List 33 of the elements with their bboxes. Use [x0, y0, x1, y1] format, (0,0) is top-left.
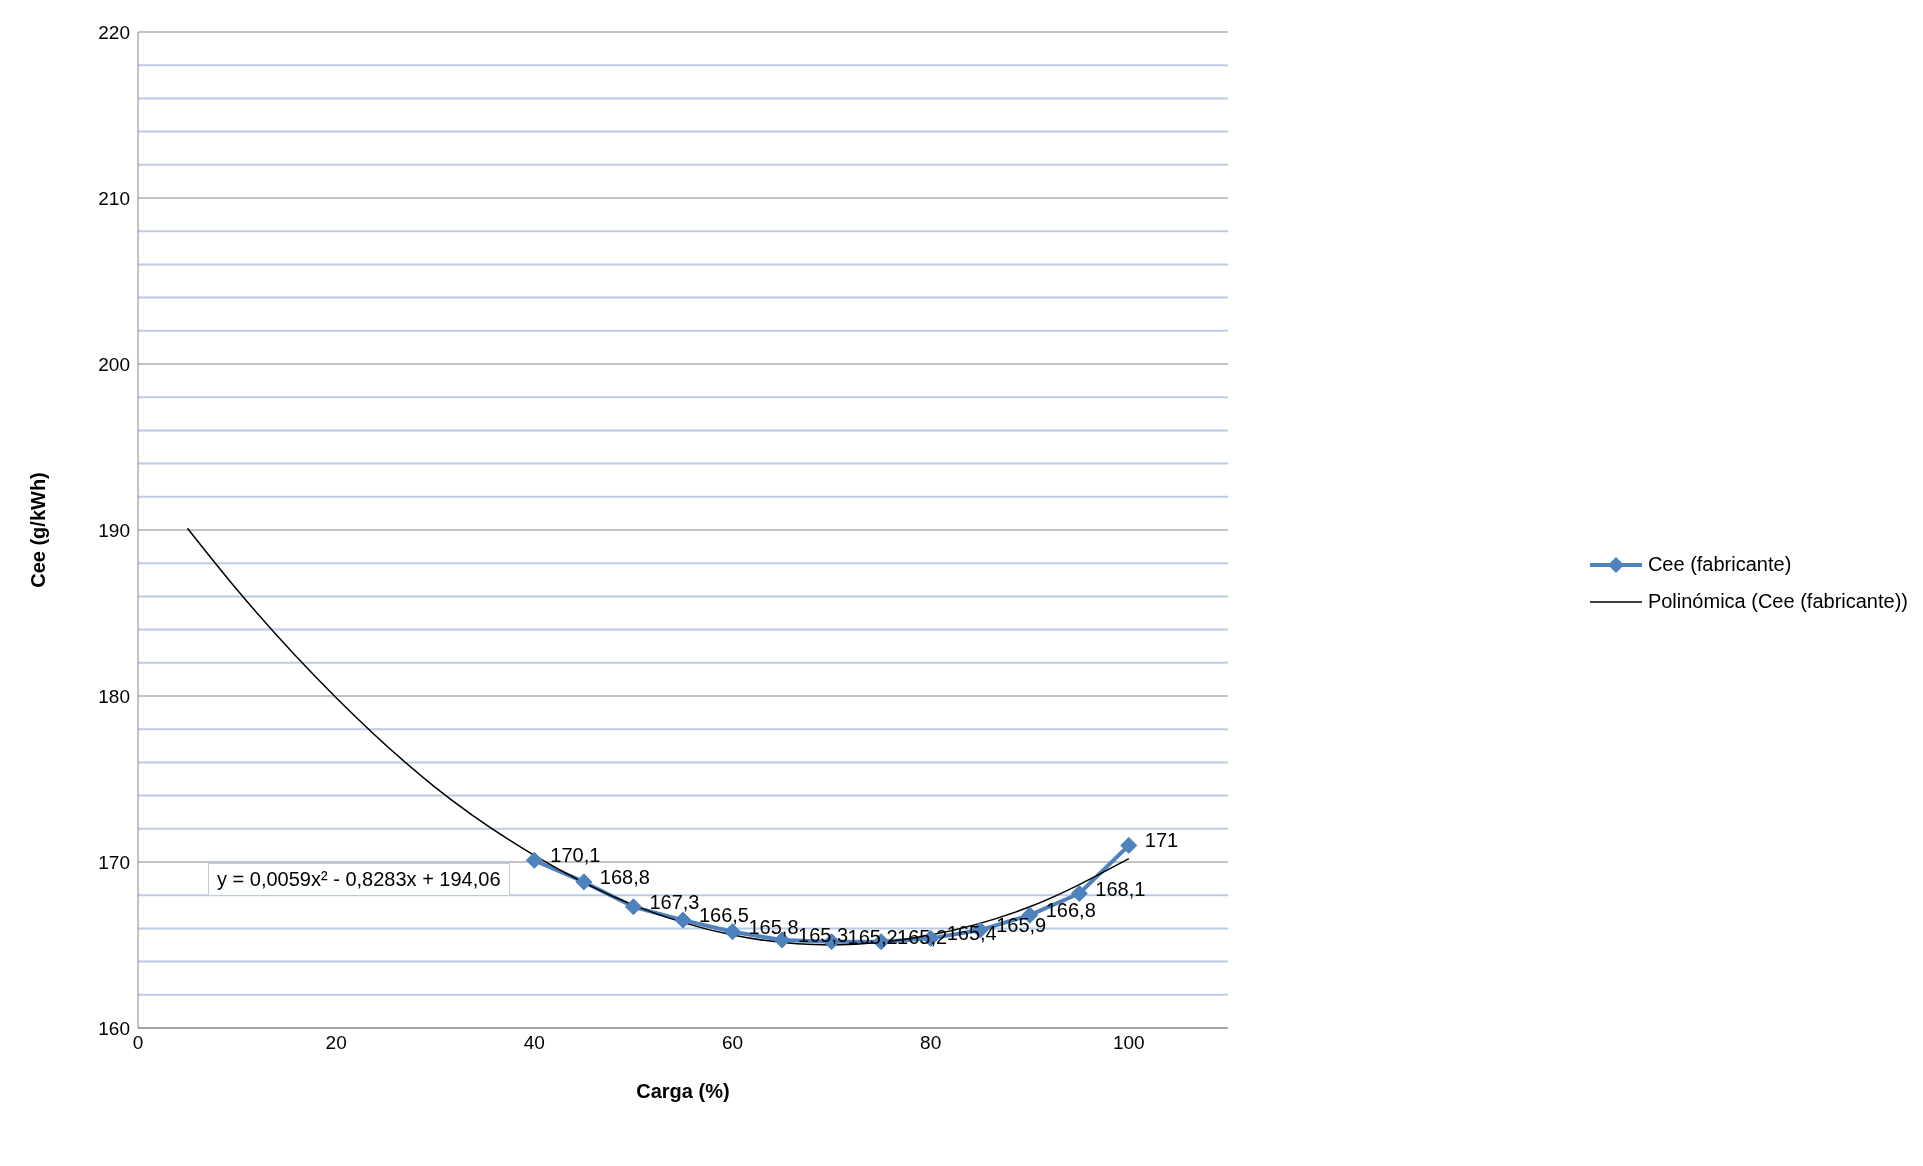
y-tick-label: 220 [98, 21, 130, 43]
x-tick-label: 0 [132, 1032, 144, 1054]
data-label: 165,9 [996, 914, 1047, 937]
y-tick-label: 170 [98, 851, 130, 873]
x-axis-title: Carga (%) [636, 1080, 730, 1102]
data-label: 170,1 [550, 844, 601, 867]
y-tick-label: 200 [98, 353, 130, 375]
data-label: 165,8 [748, 915, 799, 938]
x-tick-label: 80 [920, 1032, 942, 1054]
y-tick-label: 190 [98, 519, 130, 541]
y-axis-title: Cee (g/kWh) [27, 472, 50, 588]
data-label: 168,8 [599, 865, 650, 888]
point [674, 911, 692, 929]
annotation: y = 0,0059x² - 0,8283x + 194,06 [208, 863, 510, 896]
x-tick-label: 20 [325, 1032, 347, 1054]
data-label: 171 [1144, 829, 1179, 852]
y-tick-label: 180 [98, 685, 130, 707]
point [575, 873, 593, 891]
data-label: 167,3 [649, 890, 700, 913]
point [1120, 836, 1138, 854]
data-label: 166,5 [698, 904, 750, 927]
legend-label: Polinómica (Cee (fabricante)) [1647, 590, 1908, 613]
data-label: 166,8 [1045, 899, 1096, 922]
point [624, 898, 642, 916]
data-label: 168,1 [1095, 877, 1146, 900]
legend-label: Cee (fabricante) [1647, 553, 1792, 576]
x-tick-label: 60 [721, 1032, 744, 1054]
y-tick-label: 160 [98, 1017, 130, 1039]
point [1070, 885, 1088, 903]
y-tick-label: 210 [98, 187, 130, 209]
x-tick-label: 100 [1112, 1032, 1145, 1054]
point [525, 851, 543, 869]
x-tick-label: 40 [523, 1032, 545, 1054]
